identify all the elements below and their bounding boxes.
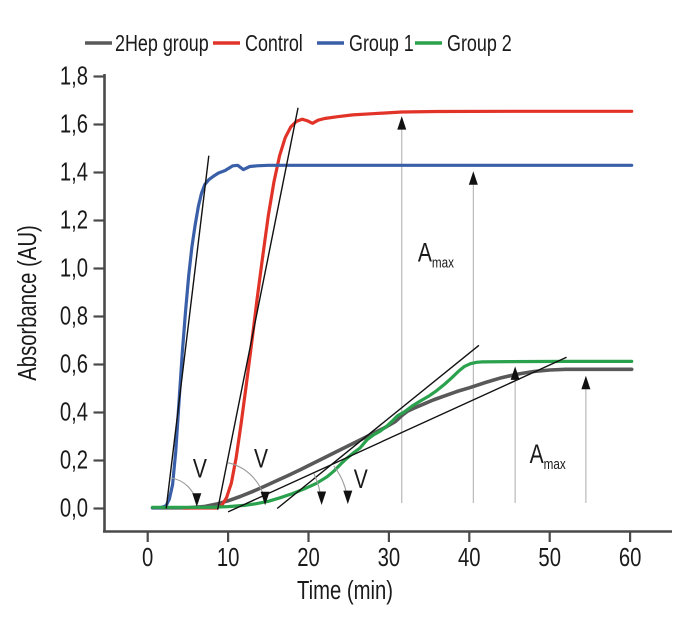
y-tick-label: 1,4 — [60, 157, 88, 186]
tangent-lines — [165, 107, 567, 513]
legend-label-1: 2Hep group — [115, 31, 209, 57]
y-tick-label: 1,8 — [60, 61, 88, 90]
y-tick-label: 1,0 — [60, 253, 88, 282]
velocity-label: V — [254, 444, 269, 474]
amax-arrowhead-up — [468, 171, 478, 185]
x-axis-title: Time (min) — [297, 576, 393, 605]
tangent-line-control — [216, 107, 299, 510]
series-curves — [150, 109, 634, 510]
amax-arrowhead-up — [581, 375, 591, 390]
series-line-group-2 — [150, 359, 634, 509]
velocity-arrowhead-down — [317, 491, 327, 505]
x-tick-label: 10 — [217, 543, 240, 572]
velocity-arrowhead-down — [343, 490, 353, 505]
series-line-2hep-group — [150, 367, 634, 510]
amax-arrowhead-up — [510, 366, 520, 380]
y-tick-label: 1,2 — [60, 205, 88, 234]
x-tick-label: 20 — [297, 543, 320, 572]
y-tick-label: 0,4 — [60, 397, 88, 426]
y-axis-title: Absorbance (AU) — [13, 225, 42, 380]
amax-arrowhead-up — [397, 116, 407, 130]
y-tick-label: 0,6 — [60, 349, 88, 378]
chart-legend: 2Hep group Control Group 1 Group 2 — [85, 31, 512, 57]
velocity-label: V — [193, 454, 208, 484]
y-tick-label: 0,8 — [60, 301, 88, 330]
legend-label-3: Group 1 — [349, 31, 414, 57]
amax-label: Amax — [530, 439, 566, 472]
x-tick-label: 0 — [142, 543, 153, 572]
legend-label-4: Group 2 — [447, 31, 512, 57]
y-tick-label: 0,0 — [60, 493, 88, 522]
x-tick-label: 30 — [378, 543, 401, 572]
amax-label: Amax — [418, 238, 454, 271]
annotation-labels: V V V Amax Amax — [193, 116, 591, 495]
x-tick-label: 40 — [458, 543, 481, 572]
velocity-angle-arcs — [171, 462, 353, 507]
y-tick-label: 1,6 — [60, 109, 88, 138]
tangent-line-group-1 — [165, 155, 210, 509]
series-line-control — [182, 109, 634, 510]
y-tick-label: 0,2 — [60, 445, 88, 474]
velocity-arrowhead-down — [260, 491, 270, 506]
x-tick-label: 50 — [538, 543, 561, 572]
legend-label-2: Control — [245, 31, 303, 57]
velocity-label: V — [354, 465, 369, 495]
velocity-arrowhead-down — [192, 493, 202, 507]
tangent-line-2hep-group — [227, 356, 567, 513]
chart-axes: 0,0 0,2 0,4 0,6 0,8 1,0 1,2 1,4 1,6 1,8 0 10 20 30 40 5… — [60, 61, 672, 572]
x-tick-label: 60 — [619, 543, 642, 572]
tangent-line-group-2 — [276, 344, 480, 510]
amax-arrow-lines — [401, 125, 587, 503]
